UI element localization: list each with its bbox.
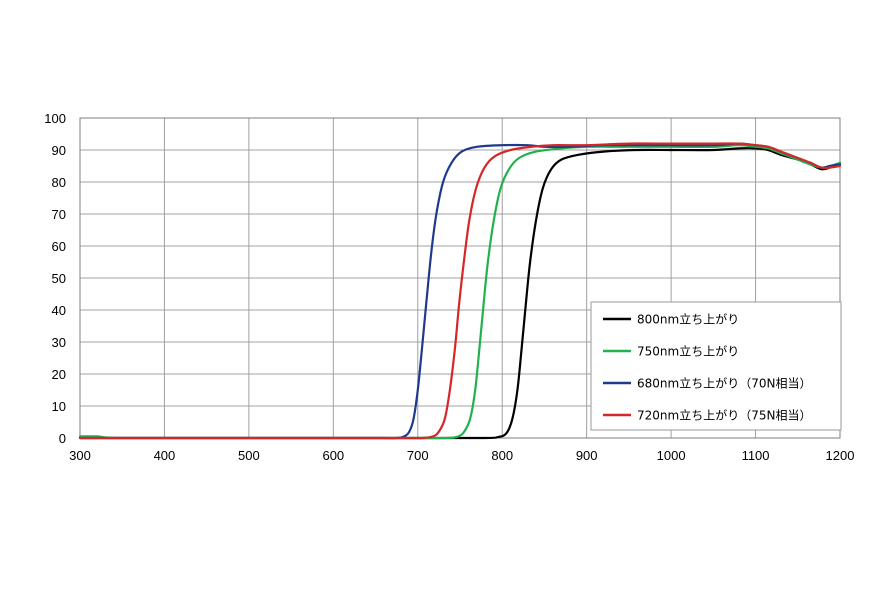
x-axis-tick-labels: 300 400 500 600 700 800 900 1000 1100 1200: [69, 448, 854, 463]
x-tick-label: 700: [407, 448, 429, 463]
x-tick-label: 900: [576, 448, 598, 463]
x-tick-label: 400: [154, 448, 176, 463]
legend-label: 680nm立ち上がり（70N相当）: [637, 376, 811, 391]
x-tick-label: 300: [69, 448, 91, 463]
legend-label: 720nm立ち上がり（75N相当）: [637, 408, 811, 423]
y-tick-label: 0: [59, 431, 66, 446]
y-tick-label: 50: [52, 271, 66, 286]
y-tick-label: 40: [52, 303, 66, 318]
series-lines: [78, 142, 842, 440]
y-tick-label: 80: [52, 175, 66, 190]
y-tick-label: 30: [52, 335, 66, 350]
y-tick-label: 10: [52, 399, 66, 414]
x-tick-label: 1100: [742, 448, 770, 463]
y-tick-label: 70: [52, 207, 66, 222]
x-tick-label: 600: [322, 448, 344, 463]
legend-box: [590, 301, 842, 431]
x-tick-label: 500: [238, 448, 260, 463]
y-tick-label: 60: [52, 239, 66, 254]
series-line-1: [78, 147, 842, 440]
y-tick-label: 90: [52, 143, 66, 158]
legend-label: 800nm立ち上がり: [637, 312, 739, 327]
legend: 800nm立ち上がり 750nm立ち上がり 680nm立ち上がり（70N相当） 720…: [590, 301, 842, 431]
y-axis-tick-labels: 0 10 20 30 40 50 60 70 80 90 100: [44, 111, 66, 446]
x-tick-label: 1000: [657, 448, 686, 463]
y-tick-label: 100: [44, 111, 66, 126]
y-tick-label: 20: [52, 367, 66, 382]
x-tick-label: 800: [491, 448, 513, 463]
series-line-4: [78, 142, 842, 440]
series-line-2: [78, 144, 842, 440]
legend-label: 750nm立ち上がり: [637, 344, 739, 359]
x-tick-label: 1200: [826, 448, 855, 463]
